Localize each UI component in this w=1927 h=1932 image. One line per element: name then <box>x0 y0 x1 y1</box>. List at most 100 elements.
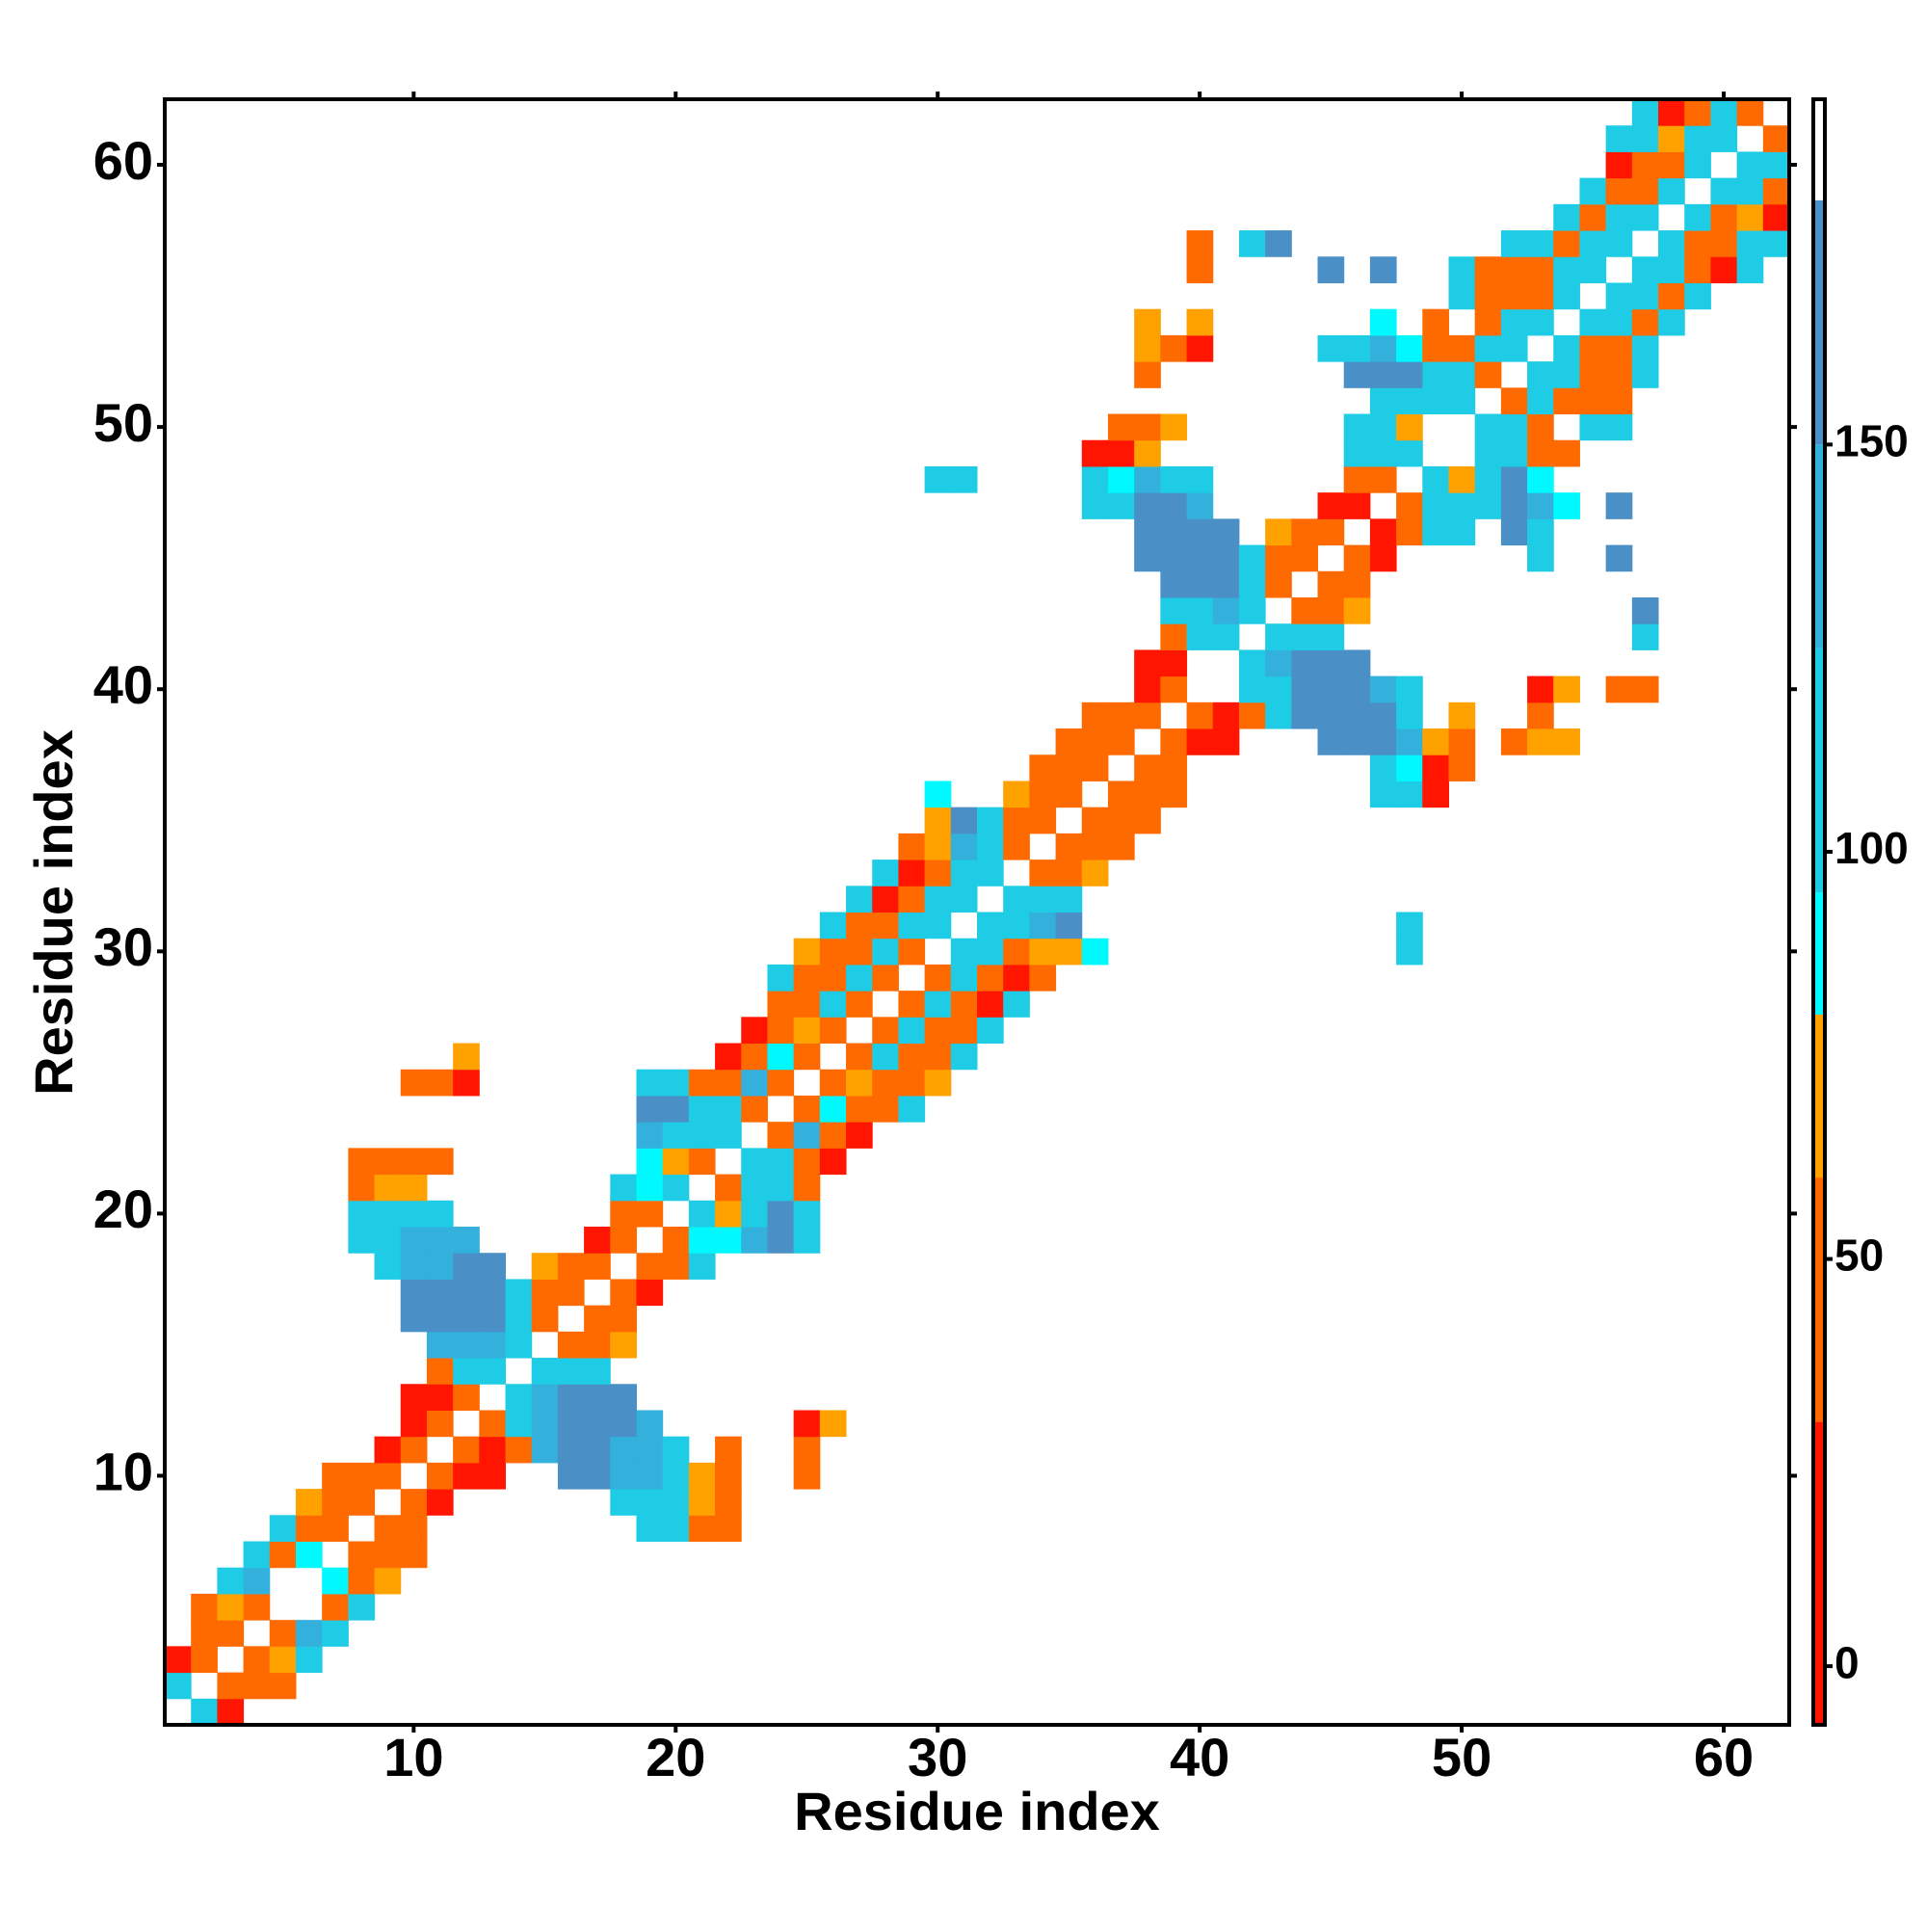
heatmap-cell <box>1527 256 1554 283</box>
heatmap-cell <box>1186 728 1214 755</box>
heatmap-cell <box>243 1567 271 1595</box>
heatmap-cell <box>322 1515 349 1543</box>
heatmap-cell <box>1160 781 1188 808</box>
heatmap-cell <box>1631 623 1659 650</box>
heatmap-cell <box>1003 807 1030 834</box>
heatmap-cell <box>819 1148 847 1176</box>
heatmap-cell <box>1317 701 1345 729</box>
heatmap-cell <box>1107 807 1135 834</box>
heatmap-cell <box>1396 518 1423 546</box>
heatmap-cell <box>636 1253 664 1280</box>
heatmap-cell <box>1710 99 1738 126</box>
heatmap-cell <box>610 1331 637 1359</box>
heatmap-cell <box>1396 413 1423 441</box>
heatmap-cell <box>1631 125 1659 152</box>
heatmap-cell <box>688 1515 716 1543</box>
heatmap-cell <box>295 1646 323 1674</box>
heatmap-cell <box>741 1017 768 1045</box>
heatmap-cell <box>1134 308 1161 336</box>
heatmap-cell <box>1762 151 1790 179</box>
heatmap-cell <box>1579 413 1607 441</box>
heatmap-cell <box>1160 675 1188 703</box>
heatmap-cell <box>1186 701 1214 729</box>
heatmap-cell <box>1343 492 1371 519</box>
heatmap-cell <box>1684 282 1711 310</box>
heatmap-cell <box>1186 334 1214 362</box>
heatmap-cell <box>819 1095 847 1123</box>
heatmap-cell <box>1317 675 1345 703</box>
heatmap-cell <box>1605 492 1633 519</box>
colorbar-tick-label: 100 <box>1835 823 1909 873</box>
heatmap-cell <box>1081 860 1109 887</box>
heatmap-cell <box>793 1174 821 1202</box>
heatmap-cell <box>636 1122 664 1149</box>
heatmap-cell <box>374 1253 402 1280</box>
heatmap-cell <box>1265 518 1292 546</box>
heatmap-cell <box>243 1541 271 1569</box>
heatmap-cell <box>1474 256 1502 283</box>
y-tick-label: 20 <box>93 1178 153 1239</box>
heatmap-cell <box>636 1279 664 1307</box>
heatmap-cell <box>426 1358 454 1385</box>
heatmap-cell <box>1553 203 1580 231</box>
heatmap-cell <box>269 1672 297 1700</box>
heatmap-cell <box>741 1043 768 1071</box>
heatmap-cell <box>846 938 873 966</box>
y-tick-label: 10 <box>93 1441 153 1501</box>
heatmap-cell <box>662 1148 690 1176</box>
heatmap-cell <box>1160 728 1188 755</box>
heatmap-cell <box>1579 203 1607 231</box>
heatmap-cell <box>1605 675 1633 703</box>
heatmap-cell <box>1422 361 1449 388</box>
heatmap-cell <box>505 1331 533 1359</box>
heatmap-cell <box>584 1253 611 1280</box>
heatmap-cell <box>1474 334 1502 362</box>
heatmap-cell <box>426 1410 454 1438</box>
heatmap-cell <box>1265 570 1292 598</box>
heatmap-cell <box>295 1515 323 1543</box>
heatmap-cell <box>1081 439 1109 467</box>
heatmap-cell <box>348 1200 376 1228</box>
heatmap-cell <box>1736 203 1764 231</box>
heatmap-cell <box>479 1331 507 1359</box>
heatmap-cell <box>1160 334 1188 362</box>
heatmap-cell <box>1605 387 1633 415</box>
heatmap-cell <box>1081 465 1109 493</box>
heatmap-cell <box>846 1043 873 1071</box>
heatmap-cell <box>243 1672 271 1700</box>
heatmap-cell <box>1474 465 1502 493</box>
heatmap-cell <box>741 1200 768 1228</box>
heatmap-cell <box>636 1174 664 1202</box>
heatmap-cell <box>1500 728 1528 755</box>
heatmap-cell <box>950 465 978 493</box>
heatmap-cell <box>505 1436 533 1464</box>
heatmap-cell <box>1579 361 1607 388</box>
heatmap-cell <box>1605 177 1633 205</box>
heatmap-cell <box>662 1174 690 1202</box>
heatmap-cell <box>1605 230 1633 257</box>
heatmap-cell <box>1500 439 1528 467</box>
heatmap-cell <box>1107 492 1135 519</box>
heatmap-cell <box>1291 623 1319 650</box>
heatmap-cell <box>1265 649 1292 677</box>
heatmap-cell <box>557 1279 585 1307</box>
heatmap-cell <box>1107 701 1135 729</box>
heatmap-cell <box>269 1620 297 1647</box>
heatmap-cell <box>950 833 978 860</box>
heatmap-cell <box>1160 492 1188 519</box>
heatmap-cell <box>924 912 952 940</box>
heatmap-cell <box>1160 413 1188 441</box>
heatmap-cell <box>662 1095 690 1123</box>
heatmap-cell <box>1134 361 1161 388</box>
heatmap-cell <box>715 1122 742 1149</box>
heatmap-cell <box>793 1122 821 1149</box>
heatmap-cell <box>662 1436 690 1464</box>
heatmap-cell <box>924 465 952 493</box>
heatmap-cell <box>557 1462 585 1490</box>
heatmap-cell <box>924 860 952 887</box>
heatmap-cell <box>557 1436 585 1464</box>
heatmap-cell <box>898 991 926 1018</box>
heatmap-cell <box>1107 833 1135 860</box>
heatmap-cell <box>950 1043 978 1071</box>
heatmap-cell <box>322 1462 349 1490</box>
